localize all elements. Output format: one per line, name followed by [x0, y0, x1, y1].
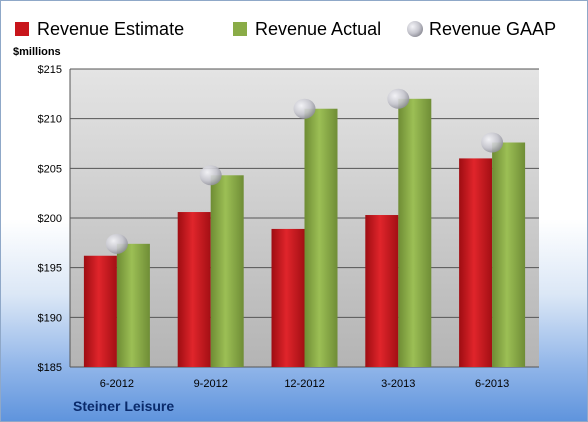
- revenue-estimate-bar: [177, 212, 211, 367]
- x-tick-label: 6-2013: [475, 378, 509, 390]
- revenue-actual-bar: [210, 175, 244, 367]
- y-tick-label: $210: [38, 114, 62, 126]
- x-tick-label: 6-2012: [100, 378, 134, 390]
- y-tick-label: $190: [38, 312, 62, 324]
- x-tick-label: 12-2012: [284, 378, 324, 390]
- y-tick-label: $215: [38, 64, 62, 76]
- legend-swatch-gaap: [407, 21, 423, 37]
- revenue-gaap-marker: [105, 233, 128, 254]
- company-name: Steiner Leisure: [73, 398, 174, 414]
- revenue-gaap-marker: [199, 165, 222, 186]
- revenue-estimate-bar: [271, 228, 305, 367]
- revenue-estimate-bar: [83, 255, 117, 367]
- revenue-actual-bar: [492, 142, 526, 367]
- x-axis-ticks: 6-2012 9-2012 12-2012 3-2013 6-2013: [100, 378, 509, 390]
- y-tick-label: $185: [38, 362, 62, 374]
- legend-swatch: [233, 22, 247, 36]
- revenue-gaap-marker: [387, 88, 410, 109]
- legend-label: Revenue Estimate: [37, 19, 184, 39]
- y-axis-ticks: $185 $190 $195 $200 $205 $210 $215: [38, 64, 62, 374]
- bars: [83, 98, 526, 368]
- gaap-markers: [105, 88, 504, 254]
- legend-label: Revenue GAAP: [429, 19, 556, 39]
- revenue-gaap-marker: [293, 98, 316, 119]
- y-tick-label: $200: [38, 213, 62, 225]
- revenue-actual-bar: [116, 243, 150, 367]
- legend: Revenue Estimate Revenue Actual Revenue GA…: [15, 19, 556, 39]
- x-tick-label: 9-2012: [194, 378, 228, 390]
- revenue-estimate-bar: [365, 215, 399, 367]
- revenue-actual-bar: [304, 108, 338, 367]
- legend-label: Revenue Actual: [255, 19, 381, 39]
- x-tick-label: 3-2013: [381, 378, 415, 390]
- y-tick-label: $195: [38, 263, 62, 275]
- y-axis-unit-label: $millions: [13, 46, 61, 58]
- legend-swatch: [15, 22, 29, 36]
- y-tick-label: $205: [38, 163, 62, 175]
- revenue-actual-bar: [398, 98, 432, 368]
- revenue-gaap-marker: [481, 132, 504, 153]
- revenue-estimate-bar: [459, 158, 493, 367]
